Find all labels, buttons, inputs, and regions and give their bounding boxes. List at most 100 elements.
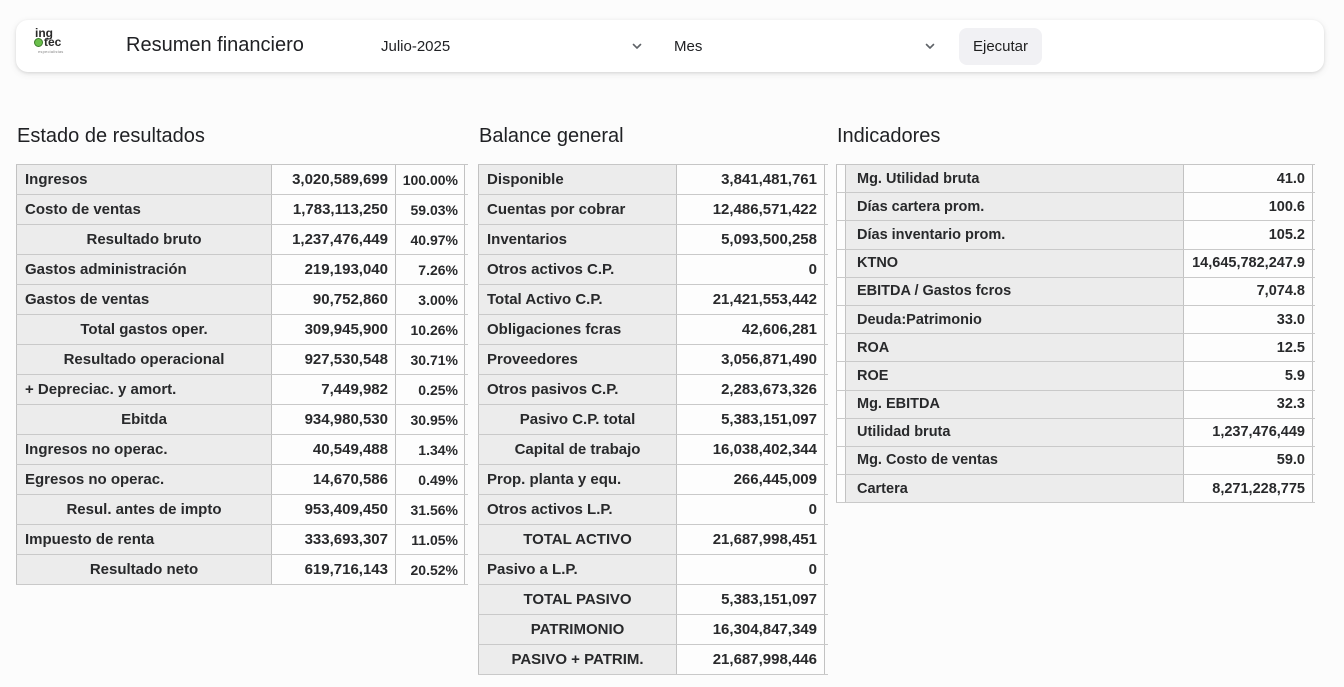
spacer-cell: [836, 305, 845, 334]
row-value: 7,074.8: [1183, 277, 1313, 305]
row-value: 3,056,871,490: [676, 345, 825, 374]
table-row: Días cartera prom. 100.6: [836, 193, 1315, 222]
table-row: Inventarios 5,093,500,258: [478, 225, 828, 255]
row-label: Resul. antes de impto: [16, 495, 271, 524]
period-select[interactable]: Julio-2025: [381, 33, 643, 59]
table-row: Costo de ventas 1,783,113,250 59.03%: [16, 195, 468, 225]
table-row: TOTAL PASIVO 5,383,151,097: [478, 585, 828, 615]
table-row: Pasivo a L.P. 0: [478, 555, 828, 585]
table-row: Total gastos oper. 309,945,900 10.26%: [16, 315, 468, 345]
table-row: ROE 5.9: [836, 362, 1315, 391]
table-row: Ebitda 934,980,530 30.95%: [16, 405, 468, 435]
income-statement-title: Estado de resultados: [17, 125, 205, 147]
row-value: 21,687,998,451: [676, 525, 825, 554]
spacer-cell: [836, 418, 845, 446]
row-label: ROA: [845, 334, 1183, 362]
granularity-select-value: Mes: [674, 37, 703, 55]
table-row: Otros activos C.P. 0: [478, 255, 828, 285]
row-percent: 40.97%: [395, 225, 465, 254]
logo-line1: ing: [35, 26, 53, 40]
spacer-cell: [836, 334, 845, 362]
table-row: Capital de trabajo 16,038,402,344: [478, 435, 828, 465]
row-value: 16,038,402,344: [676, 435, 825, 464]
table-row: Otros activos L.P. 0: [478, 495, 828, 525]
spacer-cell: [836, 446, 845, 475]
row-value: 333,693,307: [271, 525, 395, 554]
row-value: 105.2: [1183, 221, 1313, 249]
row-value: 32.3: [1183, 390, 1313, 418]
row-percent: 30.95%: [395, 405, 465, 434]
row-label: TOTAL ACTIVO: [478, 525, 676, 554]
row-label: Mg. Utilidad bruta: [845, 165, 1183, 193]
table-row: Ingresos no operac. 40,549,488 1.34%: [16, 435, 468, 465]
row-label: Deuda:Patrimonio: [845, 305, 1183, 334]
row-value: 1,237,476,449: [1183, 418, 1313, 446]
table-row: Resultado bruto 1,237,476,449 40.97%: [16, 225, 468, 255]
table-row: Gastos de ventas 90,752,860 3.00%: [16, 285, 468, 315]
row-percent: 3.00%: [395, 285, 465, 314]
row-value: 3,841,481,761: [676, 165, 825, 194]
row-label: Otros pasivos C.P.: [478, 375, 676, 404]
execute-button[interactable]: Ejecutar: [959, 28, 1042, 65]
row-percent: 31.56%: [395, 495, 465, 524]
income-statement-table: Ingresos 3,020,589,699 100.00% Costo de ve…: [16, 164, 468, 585]
table-row: TOTAL ACTIVO 21,687,998,451: [478, 525, 828, 555]
row-value: 7,449,982: [271, 375, 395, 404]
row-value: 41.0: [1183, 165, 1313, 193]
row-value: 42,606,281: [676, 315, 825, 344]
table-row: Cuentas por cobrar 12,486,571,422: [478, 195, 828, 225]
table-row: Egresos no operac. 14,670,586 0.49%: [16, 465, 468, 495]
row-percent: 7.26%: [395, 255, 465, 284]
row-percent: 10.26%: [395, 315, 465, 344]
row-value: 219,193,040: [271, 255, 395, 284]
chevron-down-icon: [632, 43, 642, 49]
logo-tagline: especialistas: [38, 49, 64, 54]
row-label: Costo de ventas: [16, 195, 271, 224]
table-row: Ingresos 3,020,589,699 100.00%: [16, 165, 468, 195]
row-value: 0: [676, 555, 825, 584]
row-label: KTNO: [845, 249, 1183, 277]
table-row: Utilidad bruta 1,237,476,449: [836, 418, 1315, 447]
row-label: Total gastos oper.: [16, 315, 271, 344]
row-label: Obligaciones fcras: [478, 315, 676, 344]
row-label: Total Activo C.P.: [478, 285, 676, 314]
row-label: Pasivo a L.P.: [478, 555, 676, 584]
table-row: Resul. antes de impto 953,409,450 31.56%: [16, 495, 468, 525]
page-title: Resumen financiero: [126, 34, 304, 56]
row-value: 5.9: [1183, 362, 1313, 390]
row-value: 21,421,553,442: [676, 285, 825, 314]
spacer-cell: [836, 249, 845, 277]
chevron-down-icon: [925, 43, 935, 49]
table-row: Prop. planta y equ. 266,445,009: [478, 465, 828, 495]
table-row: EBITDA / Gastos fcros 7,074.8: [836, 277, 1315, 306]
table-row: Total Activo C.P. 21,421,553,442: [478, 285, 828, 315]
row-percent: 100.00%: [395, 165, 465, 194]
row-value: 5,383,151,097: [676, 585, 825, 614]
row-value: 3,020,589,699: [271, 165, 395, 194]
row-label: Resultado bruto: [16, 225, 271, 254]
spacer-cell: [836, 390, 845, 418]
row-value: 40,549,488: [271, 435, 395, 464]
row-label: EBITDA / Gastos fcros: [845, 277, 1183, 305]
row-label: Disponible: [478, 165, 676, 194]
row-label: Proveedores: [478, 345, 676, 374]
table-row: Resultado operacional 927,530,548 30.71%: [16, 345, 468, 375]
logo-line2: tec: [44, 35, 62, 49]
row-value: 619,716,143: [271, 555, 395, 584]
row-label: PASIVO + PATRIM.: [478, 645, 676, 674]
row-value: 59.0: [1183, 446, 1313, 475]
table-row: Días inventario prom. 105.2: [836, 221, 1315, 250]
row-value: 5,093,500,258: [676, 225, 825, 254]
table-row: Disponible 3,841,481,761: [478, 165, 828, 195]
row-value: 12.5: [1183, 334, 1313, 362]
granularity-select[interactable]: Mes: [674, 33, 936, 59]
row-value: 934,980,530: [271, 405, 395, 434]
row-label: Mg. Costo de ventas: [845, 446, 1183, 475]
row-value: 100.6: [1183, 193, 1313, 221]
row-label: Gastos administración: [16, 255, 271, 284]
spacer-cell: [836, 277, 845, 305]
row-label: Impuesto de renta: [16, 525, 271, 554]
table-row: KTNO 14,645,782,247.9: [836, 249, 1315, 278]
row-value: 90,752,860: [271, 285, 395, 314]
row-label: Pasivo C.P. total: [478, 405, 676, 434]
